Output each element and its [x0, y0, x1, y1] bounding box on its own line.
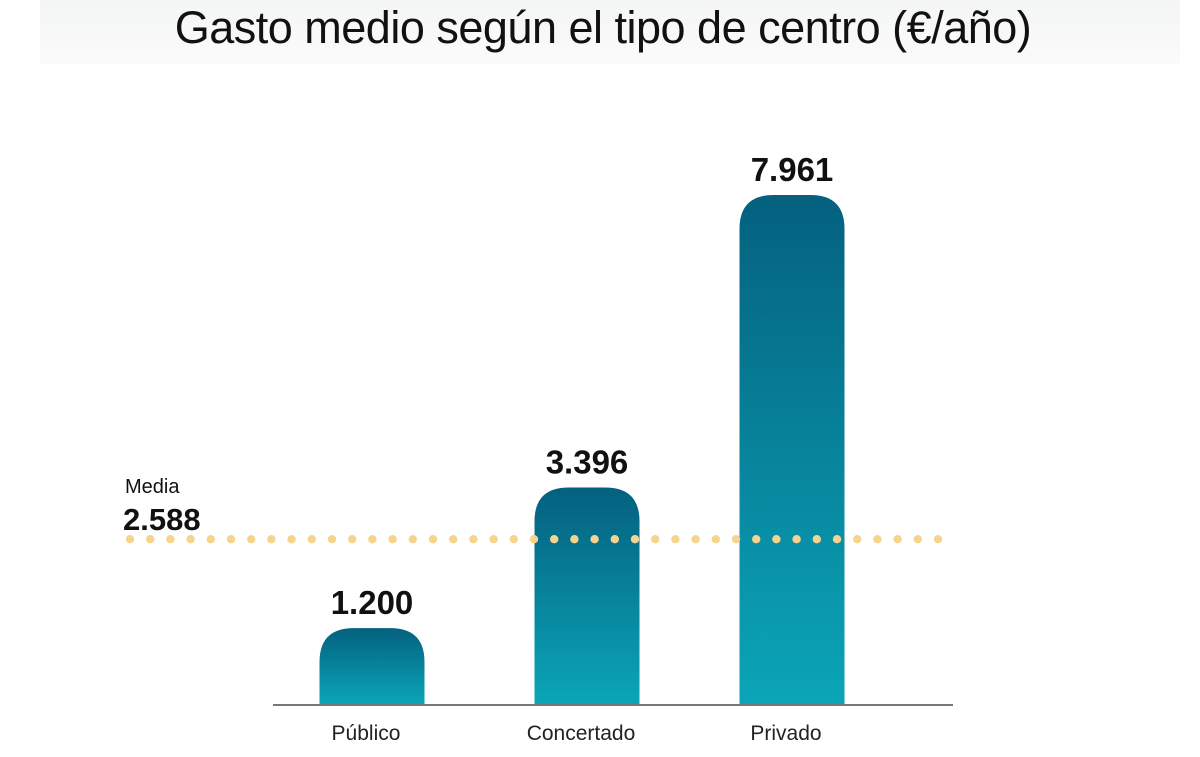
reference-line-dot	[630, 535, 640, 544]
reference-line-dot	[772, 535, 781, 544]
reference-line-dot	[509, 535, 518, 544]
data-label: 3.396	[546, 443, 629, 480]
category-label: Concertado	[527, 722, 636, 745]
reference-line-dot	[408, 535, 417, 544]
reference-line-dot	[287, 535, 296, 544]
reference-line-dot	[327, 535, 337, 544]
reference-line-value: 2.588	[123, 502, 201, 537]
reference-line-dot	[469, 535, 478, 544]
reference-line-dot	[247, 535, 256, 544]
reference-line-dot	[731, 535, 741, 544]
reference-line-dot	[166, 535, 175, 544]
reference-line-dot	[752, 535, 761, 544]
data-label: 1.200	[331, 584, 414, 621]
reference-line-label: Media	[125, 476, 180, 498]
reference-line-dot	[125, 535, 135, 544]
reference-line-dot	[489, 535, 498, 544]
reference-line-dot	[226, 535, 236, 544]
reference-line-dot	[368, 535, 377, 544]
reference-line-dot	[348, 535, 357, 544]
reference-line-dot	[812, 535, 821, 544]
reference-line-dot	[792, 535, 801, 544]
reference-line-dot	[691, 535, 700, 544]
reference-line-dot	[711, 535, 720, 544]
chart-title: Gasto medio según el tipo de centro (€/a…	[174, 2, 1032, 53]
category-label: Privado	[750, 722, 821, 745]
reference-line-dot	[529, 535, 539, 544]
reference-line-dot	[832, 535, 842, 544]
reference-line-dot	[550, 535, 559, 544]
reference-line-dot	[933, 535, 943, 544]
reference-line-dot	[610, 535, 619, 544]
title-band	[40, 0, 1180, 64]
reference-line-dot	[671, 535, 680, 544]
reference-line-dot	[307, 535, 316, 544]
reference-line-dot	[449, 535, 458, 544]
reference-line-dot	[146, 535, 155, 544]
reference-line-dot	[590, 535, 599, 544]
reference-line-dot	[853, 535, 862, 544]
bar-público	[319, 628, 425, 705]
reference-line-dot	[570, 535, 579, 544]
reference-line-dot	[651, 535, 660, 544]
category-label: Público	[332, 722, 401, 745]
reference-line-dot	[893, 535, 902, 544]
reference-line-dot	[388, 535, 397, 544]
reference-line-dot	[206, 535, 215, 544]
bar-concertado	[534, 487, 640, 705]
reference-line-dot	[873, 535, 882, 544]
reference-line-dot	[913, 535, 922, 544]
reference-line-dot	[267, 535, 276, 544]
reference-line-dot	[428, 535, 438, 544]
bar-privado	[739, 195, 845, 705]
reference-line-dot	[186, 535, 195, 544]
data-label: 7.961	[751, 151, 834, 188]
